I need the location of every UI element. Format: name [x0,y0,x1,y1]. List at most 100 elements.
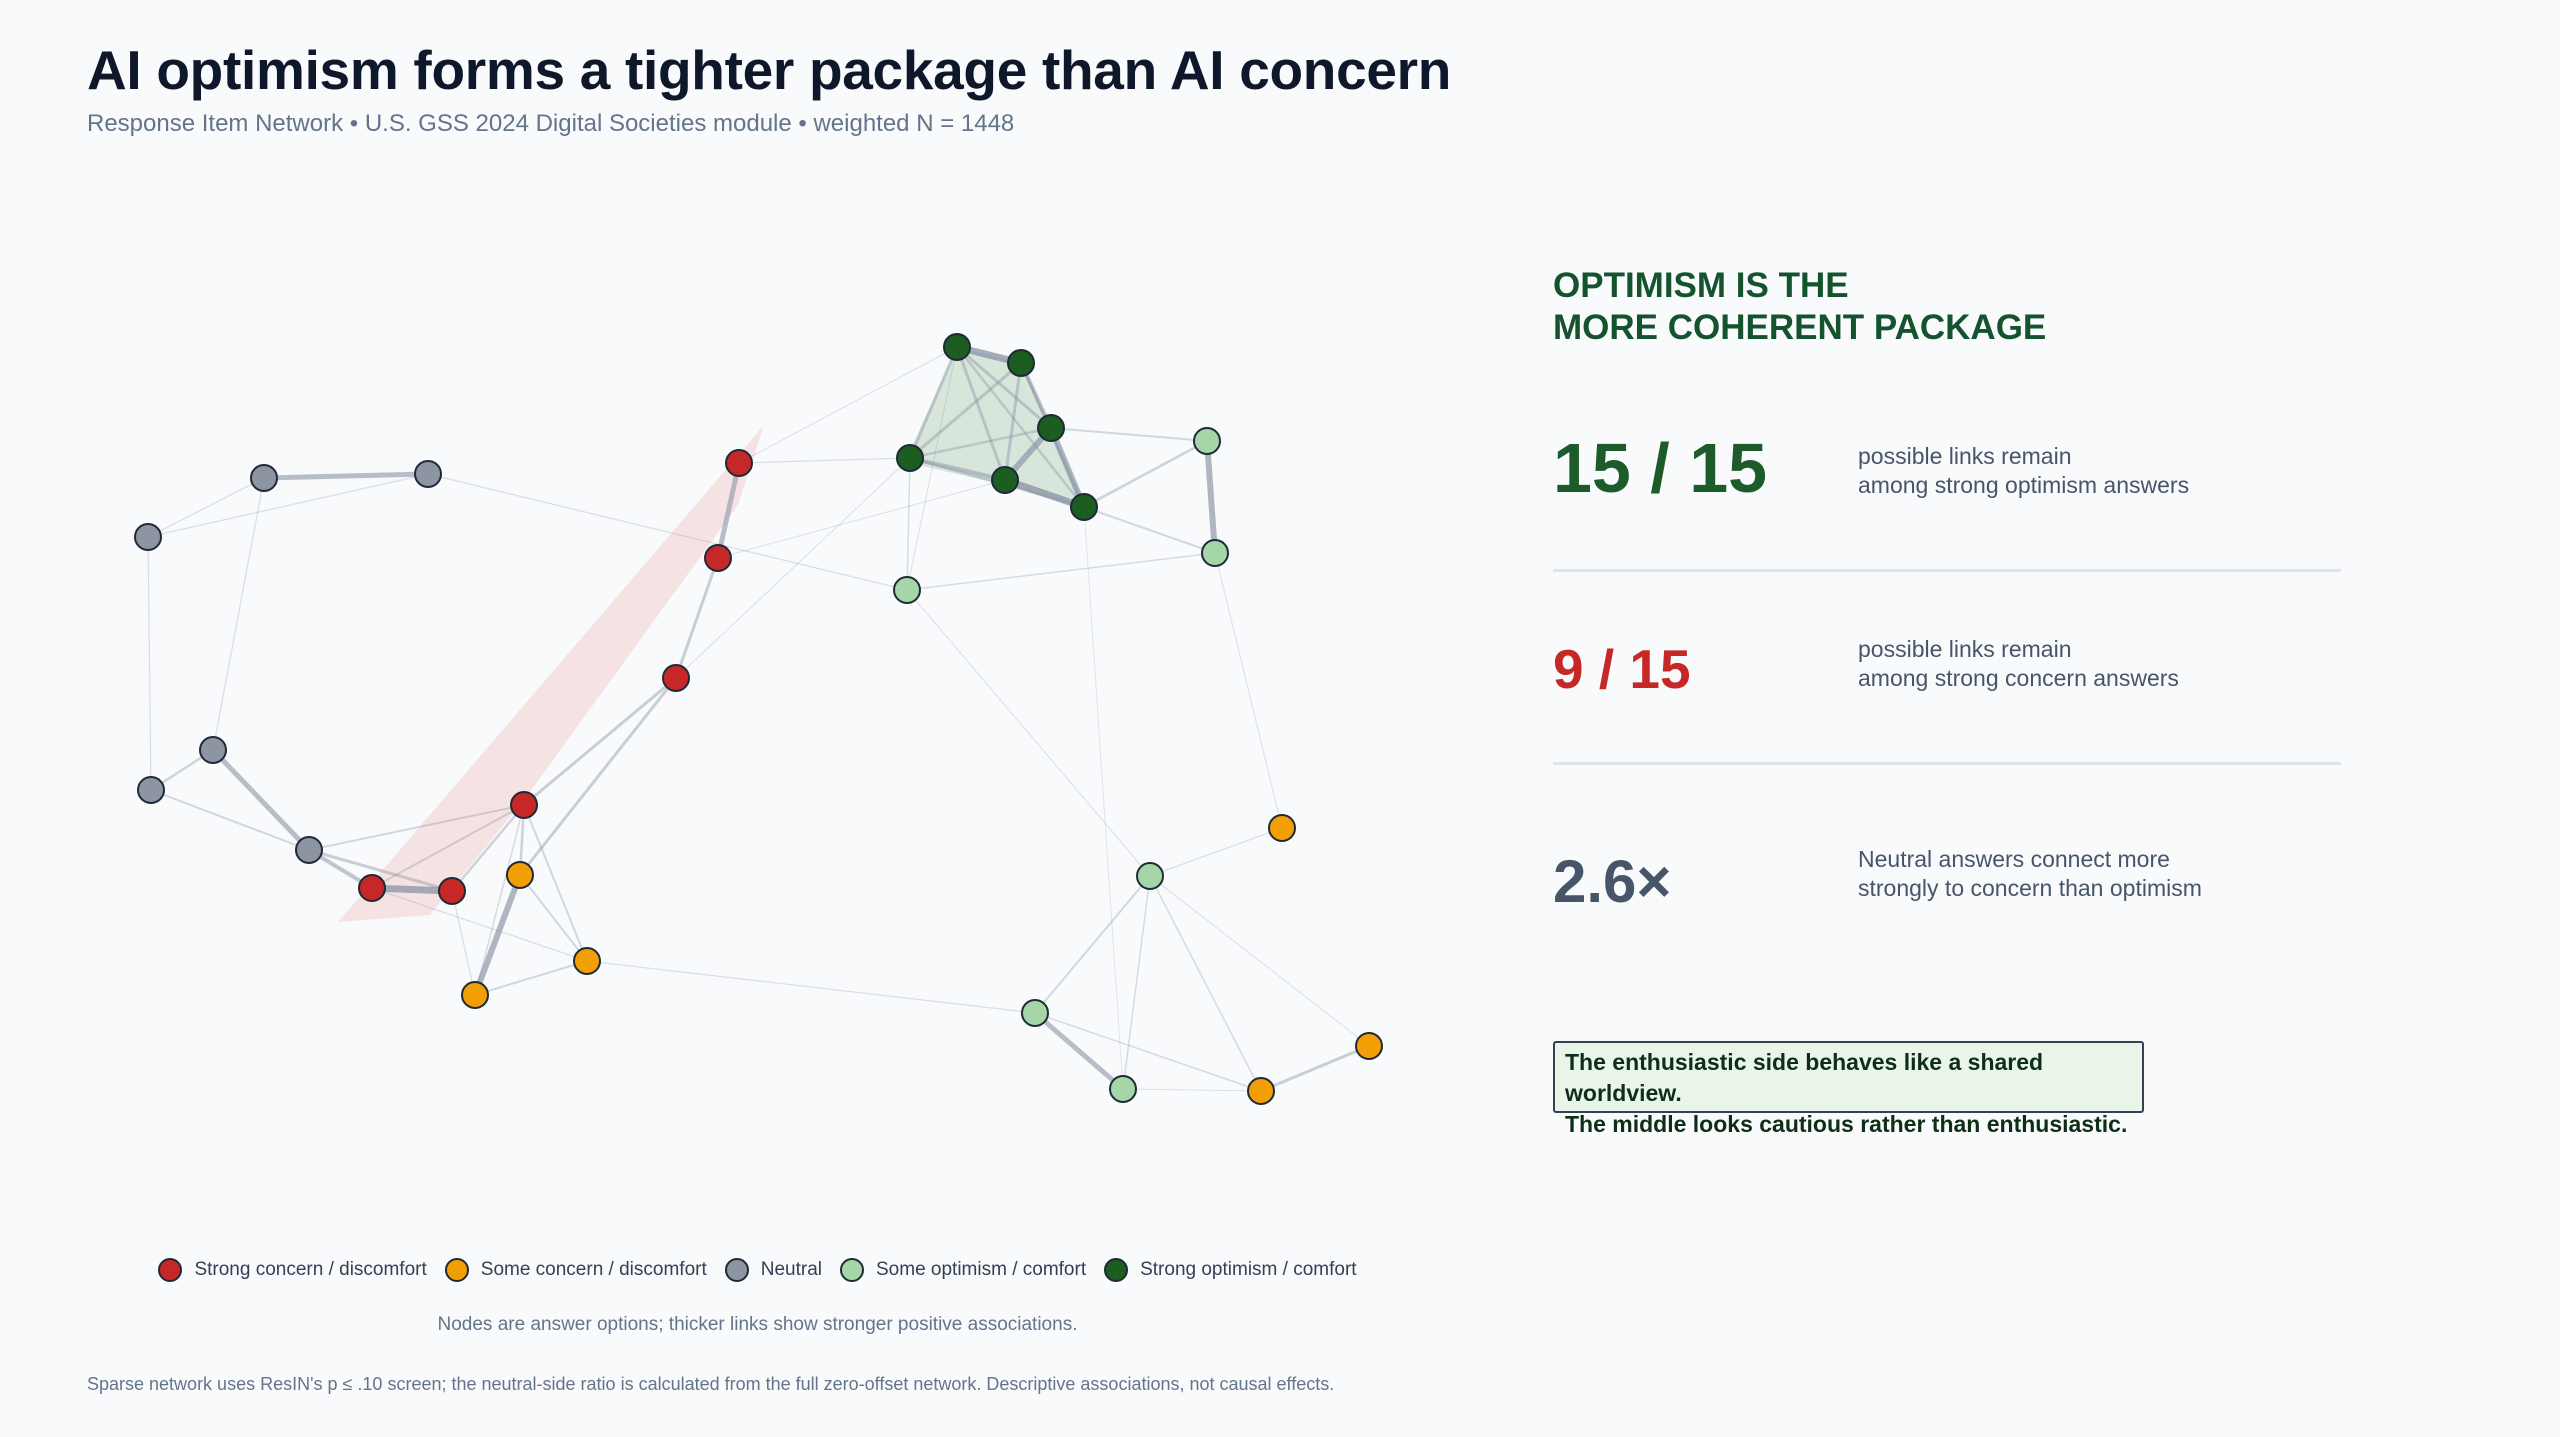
legend-swatch [1104,1258,1129,1282]
network-edge [519,874,588,962]
network-node [1201,539,1229,567]
network-node [1109,1075,1137,1103]
network-edge [147,477,265,538]
network-node [662,664,690,692]
network-edge [715,460,742,561]
network-node [358,874,386,902]
network-edge [738,346,958,464]
network-node [461,981,489,1009]
legend-item-strong-concern: Strong concern / discomfort [158,1258,427,1282]
legend: Strong concern / discomfort Some concern… [0,1258,1515,1282]
network-edge [472,872,523,998]
panel-heading-line-1: OPTIMISM IS THE [1553,266,1849,305]
network-edge [212,477,265,751]
stat-description: possible links remain among strong optim… [1858,442,2338,500]
network-node [199,736,227,764]
network-node [1021,999,1049,1027]
network-edge [210,747,312,853]
network-edge [150,789,310,851]
network-edge [147,473,429,538]
network-node [1136,862,1164,890]
panel-heading: OPTIMISM IS THE MORE COHERENT PACKAGE [1553,265,2153,349]
network-edge [474,804,525,996]
network-edge [1083,506,1124,1090]
network-edge [147,536,152,791]
stat-value: 2.6× [1553,848,1672,915]
network-edge [523,804,588,962]
network-edge [955,345,1007,482]
network-node [1355,1032,1383,1060]
network-edge [1082,439,1209,509]
network-edge [308,804,525,851]
network-edge [1204,438,1218,556]
network-edge [906,346,958,591]
network-edge [1122,1088,1262,1092]
network-node [295,836,323,864]
stat-description-line: strongly to concern than optimism [1858,875,2202,901]
network-node [1268,814,1296,842]
network-edge [908,345,959,460]
strong-concern-hull [338,425,764,922]
network-node [414,460,442,488]
network-edge [1149,827,1283,877]
network-edge [1149,875,1262,1092]
network-node [896,444,924,472]
stat-description-line: Neutral answers connect more [1858,846,2170,872]
network-edge [1034,875,1151,1014]
legend-swatch [158,1258,183,1282]
stat-description-line: possible links remain [1858,636,2072,662]
legend-label: Some concern / discomfort [480,1259,707,1280]
network-edge [1050,427,1208,442]
network-edge [1034,1012,1262,1092]
stat-value: 15 / 15 [1553,429,1768,507]
network-node [1247,1077,1275,1105]
network-edge [427,473,908,591]
response-item-network [134,333,1383,1105]
legend-label: Some optimism / comfort [876,1259,1087,1280]
network-edge [955,345,1086,509]
footer-note: Sparse network uses ResIN's p ≤ .10 scre… [87,1374,1335,1394]
network-node [991,466,1019,494]
network-edge [307,848,454,893]
network-edge [738,457,911,464]
network-edge [450,803,526,893]
network-edge [522,676,678,807]
network-edge [586,960,1036,1014]
network-edge [908,426,1053,460]
divider [1553,569,2341,572]
network-node [134,523,162,551]
callout-line: The middle looks cautious rather than en… [1565,1111,2128,1137]
stat-value: 9 / 15 [1553,638,1691,700]
network-edge [518,676,678,877]
network-edge [1032,1010,1126,1092]
stat-description-line: possible links remain [1858,443,2072,469]
divider [1553,762,2341,765]
network-node [506,861,534,889]
network-edge [717,479,1006,559]
network-edge [1214,552,1283,829]
page-subtitle: Response Item Network • U.S. GSS 2024 Di… [87,110,1015,137]
network-edge [1003,361,1023,482]
panel-heading-line-2: MORE COHERENT PACKAGE [1553,308,2047,347]
network-node [943,333,971,361]
network-edge [674,556,720,680]
legend-label: Strong concern / discomfort [194,1259,427,1280]
network-node [573,947,601,975]
network-node [510,791,538,819]
stat-description-line: among strong optimism answers [1858,472,2190,498]
callout-line: The enthusiastic side behaves like a sha… [1565,1049,2044,1106]
legend-label: Neutral [760,1259,822,1280]
network-note: Nodes are answer options; thicker links … [437,1314,1078,1335]
legend-swatch [840,1258,864,1282]
network-node [137,776,165,804]
network-edge [906,589,1151,877]
network-edge [451,890,476,996]
stat-description: possible links remain among strong conce… [1858,635,2338,693]
network-node [704,544,732,572]
stat-description: Neutral answers connect more strongly to… [1858,845,2338,903]
network-edge [371,887,588,962]
network-edge [908,456,1007,482]
network-node [1070,493,1098,521]
stat-description-line: among strong concern answers [1858,665,2179,691]
network-node [1193,427,1221,455]
